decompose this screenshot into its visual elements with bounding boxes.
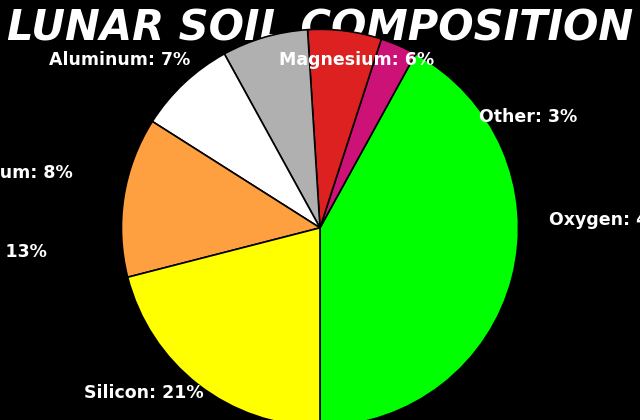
Wedge shape — [152, 54, 320, 228]
Text: Iron: 13%: Iron: 13% — [0, 244, 47, 261]
Text: LUNAR SOIL COMPOSITION: LUNAR SOIL COMPOSITION — [7, 7, 633, 49]
Text: Aluminum: 7%: Aluminum: 7% — [49, 51, 190, 69]
Text: Other: 3%: Other: 3% — [479, 108, 577, 126]
Text: Magnesium: 6%: Magnesium: 6% — [278, 51, 434, 69]
Wedge shape — [320, 39, 415, 228]
Wedge shape — [122, 121, 320, 277]
Wedge shape — [225, 30, 320, 228]
Text: Calcium: 8%: Calcium: 8% — [0, 164, 73, 182]
Wedge shape — [128, 228, 320, 420]
Wedge shape — [320, 54, 518, 420]
Text: Silicon: 21%: Silicon: 21% — [84, 384, 204, 402]
Text: Oxygen: 42%: Oxygen: 42% — [549, 211, 640, 228]
Wedge shape — [308, 29, 381, 228]
